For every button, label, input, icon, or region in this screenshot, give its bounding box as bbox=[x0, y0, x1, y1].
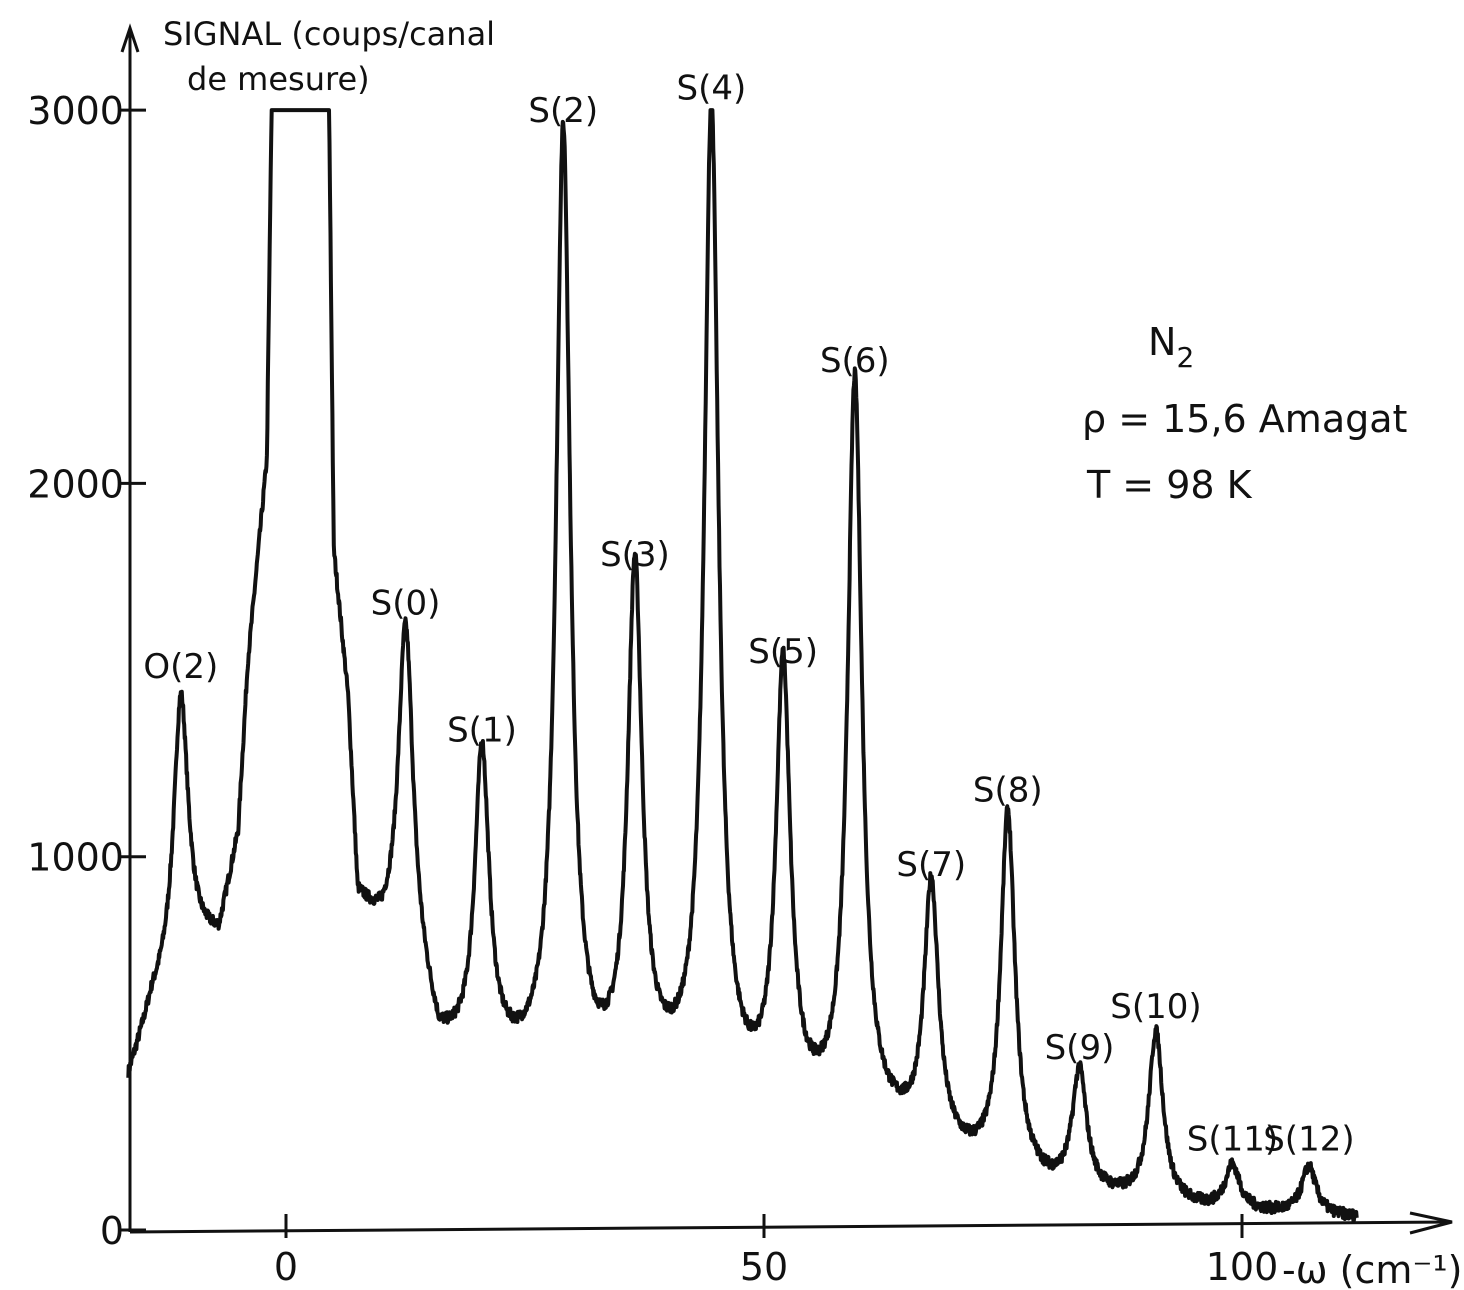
y-tick-label: 1000 bbox=[27, 836, 124, 880]
peak-label: S(2) bbox=[528, 91, 598, 131]
peak-label: S(5) bbox=[748, 632, 818, 672]
peak-label: S(7) bbox=[896, 845, 966, 885]
peak-label: S(1) bbox=[447, 711, 517, 751]
y-ticks: 0 1000 2000 3000 bbox=[27, 89, 146, 1253]
species-label: N2 bbox=[1148, 320, 1194, 374]
x-tick-label: 100 bbox=[1206, 1245, 1279, 1289]
species-main: N bbox=[1148, 320, 1176, 364]
spectrum-trace bbox=[126, 108, 1359, 1223]
y-tick-label: 2000 bbox=[27, 462, 124, 506]
y-axis-label-line2: de mesure) bbox=[187, 60, 370, 98]
peak-label: S(0) bbox=[371, 584, 441, 624]
y-tick-label: 0 bbox=[100, 1209, 124, 1253]
peak-labels: O(2) S(0) S(1) S(2) S(3) S(4) S(5) S(6) S(7)S(8)… bbox=[143, 69, 1354, 1160]
peak-label: S(3) bbox=[600, 535, 670, 575]
density-label: ρ = 15,6 Amagat bbox=[1082, 397, 1407, 441]
species-subscript: 2 bbox=[1176, 341, 1194, 374]
peak-label: S(9) bbox=[1045, 1028, 1115, 1068]
y-axis-label-line1: SIGNAL (coups/canal bbox=[163, 15, 495, 53]
x-tick-label: 0 bbox=[274, 1245, 298, 1289]
temperature-label: T = 98 K bbox=[1086, 463, 1253, 507]
x-tick-label: 50 bbox=[740, 1245, 788, 1289]
peak-label: S(8) bbox=[973, 770, 1043, 810]
peak-label: S(4) bbox=[677, 69, 747, 109]
peak-label: S(6) bbox=[820, 341, 890, 381]
x-ticks: 0 50 100 bbox=[274, 1214, 1278, 1289]
peak-label: S(10) bbox=[1110, 987, 1201, 1027]
peak-label: O(2) bbox=[143, 647, 218, 687]
y-axis-arrow bbox=[120, 23, 140, 53]
peak-label: S(11) bbox=[1187, 1119, 1278, 1159]
x-axis-arrow bbox=[1409, 1211, 1453, 1235]
x-axis-line bbox=[129, 1220, 1453, 1234]
x-axis-label: -ω (cm⁻¹) bbox=[1282, 1248, 1462, 1290]
y-tick-label: 3000 bbox=[27, 89, 124, 133]
peak-label: S(12) bbox=[1263, 1119, 1354, 1159]
